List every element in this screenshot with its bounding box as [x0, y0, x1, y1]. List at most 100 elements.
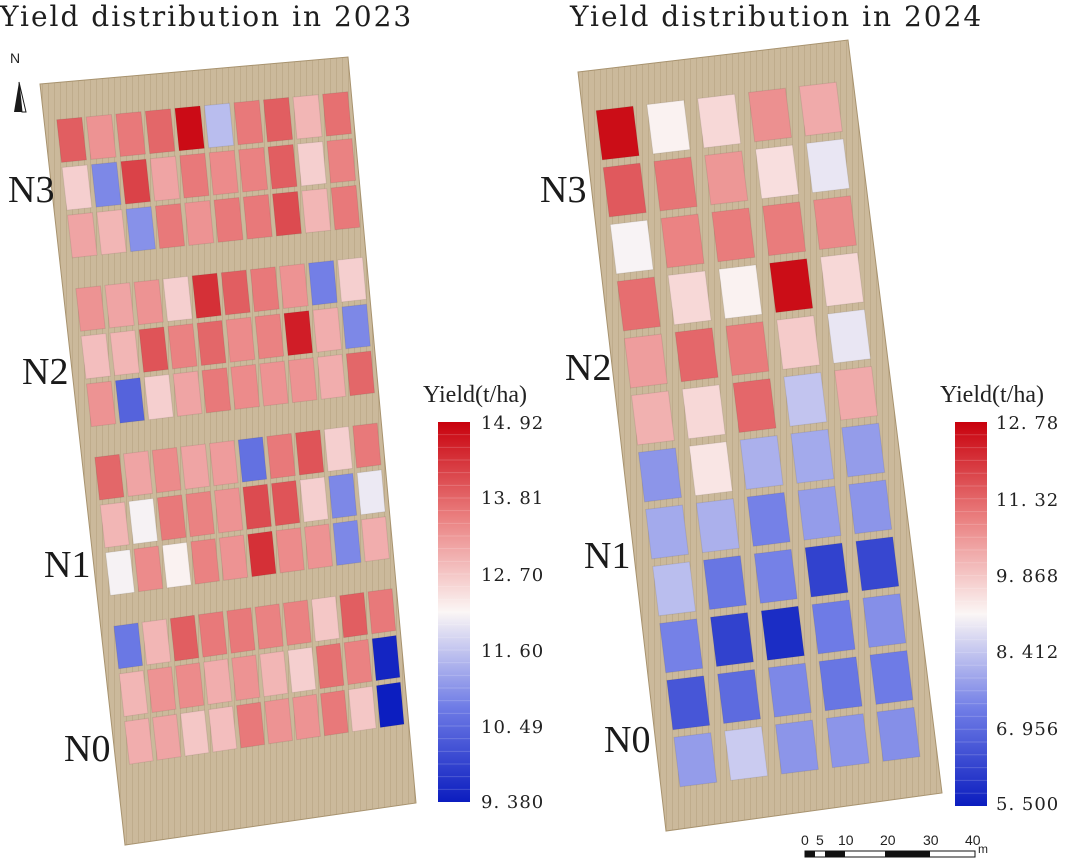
plot-cell — [695, 498, 740, 554]
group-label-n0-2023: N0 — [64, 728, 111, 770]
plot-cell — [247, 530, 277, 578]
plot-cell — [259, 360, 289, 407]
north-arrow-icon — [14, 81, 27, 113]
legend-title-2023: Yield(t/ha) — [423, 382, 527, 408]
plot-cell — [811, 599, 856, 655]
plot-cell — [191, 272, 222, 319]
plot-cell — [303, 523, 334, 570]
plot-cell — [196, 319, 227, 367]
plot-cell — [264, 697, 294, 745]
plot-cell — [226, 607, 256, 654]
plot-cell — [724, 725, 769, 781]
plot-cell — [818, 656, 863, 712]
plot-cell — [312, 306, 343, 353]
plot-cell — [347, 685, 377, 733]
plot-cell — [825, 713, 870, 769]
plot-cell — [848, 479, 893, 535]
scale-tick-20: 20 — [880, 832, 896, 848]
plot-cell — [278, 263, 309, 310]
legend-colorbar-2024 — [955, 422, 987, 806]
legend-tick-2023-4: 10. 49 — [481, 717, 545, 738]
plot-cell — [266, 432, 296, 480]
plot-cell — [760, 605, 805, 661]
plot-cell — [249, 266, 280, 313]
plot-cell — [208, 149, 239, 196]
plot-cell — [709, 612, 755, 668]
plot-cell — [783, 371, 828, 427]
scale-tick-0: 0 — [801, 832, 809, 848]
plot-cell — [862, 593, 907, 649]
plot-cell — [652, 561, 697, 617]
plot-cell — [681, 384, 726, 440]
plot-cell — [208, 705, 238, 753]
plot-cell — [105, 549, 136, 596]
legend-tick-2024-2: 9. 868 — [996, 566, 1060, 587]
plot-cell — [201, 367, 232, 414]
plot-cell — [646, 99, 691, 155]
plot-cell — [185, 490, 216, 538]
plot-cell — [237, 436, 268, 483]
plot-grid-2023 — [56, 91, 405, 765]
plot-cell — [827, 308, 872, 364]
plot-cell — [762, 201, 807, 257]
plot-cell — [322, 91, 352, 137]
legend-tick-2024-1: 11. 32 — [996, 490, 1060, 511]
plot-cell — [120, 158, 151, 205]
plot-cell — [876, 706, 921, 762]
plot-cell — [254, 313, 285, 360]
plot-cell — [203, 102, 235, 149]
plot-cell — [805, 138, 850, 194]
map-title-2024: Yield distribution in 2024 — [570, 0, 984, 33]
plot-cell — [287, 357, 318, 404]
plot-cell — [653, 156, 698, 212]
plot-cell — [316, 353, 347, 400]
plot-cell — [213, 196, 244, 243]
plot-cell — [282, 599, 312, 646]
group-label-n1-2023: N1 — [44, 544, 91, 586]
plot-cell — [299, 476, 329, 523]
plot-cell — [236, 701, 266, 749]
plot-cell — [323, 425, 353, 472]
plot-cell — [161, 541, 192, 589]
map-title-2023: Yield distribution in 2023 — [0, 0, 414, 33]
plot-grid-2024 — [595, 81, 921, 788]
plot-cell — [262, 96, 294, 143]
legend-title-2024: Yield(t/ha) — [940, 382, 1044, 408]
plot-cell — [156, 494, 187, 541]
plot-cell — [283, 310, 314, 357]
plot-cell — [259, 650, 289, 698]
legend-tick-2024-5: 5. 500 — [996, 794, 1060, 815]
group-label-n3-2024: N3 — [540, 169, 587, 211]
north-label: N — [10, 50, 21, 66]
legend-tick-2023-5: 9. 380 — [481, 792, 545, 813]
legend-tick-2023-0: 14. 92 — [481, 413, 545, 434]
plot-cell — [767, 662, 812, 718]
plot-cell — [841, 422, 886, 478]
plot-cell — [345, 350, 376, 397]
group-label-n3-2023: N3 — [8, 169, 55, 211]
plot-cell — [732, 378, 777, 434]
plot-cell — [739, 435, 784, 490]
plot-cell — [746, 491, 791, 547]
plot-cell — [774, 719, 819, 775]
plot-cell — [179, 152, 210, 199]
plot-cell — [167, 323, 198, 370]
plot-cell — [343, 638, 373, 686]
plot-cell — [326, 138, 357, 184]
plot-cell — [755, 144, 800, 200]
plot-cell — [61, 164, 93, 211]
plot-cell — [659, 618, 704, 674]
plot-cell — [172, 370, 203, 417]
legend-tick-2024-3: 8. 412 — [996, 642, 1060, 663]
scale-bar — [804, 850, 976, 858]
plot-cell — [328, 472, 358, 519]
plot-cell — [85, 380, 117, 428]
plot-cell — [233, 99, 264, 146]
legend-tick-2023-2: 12. 70 — [481, 565, 545, 586]
plot-cell — [797, 485, 842, 541]
plot-cell — [287, 646, 317, 694]
plot-cell — [301, 187, 332, 234]
plot-cell — [66, 212, 98, 259]
plot-cell — [154, 203, 186, 250]
